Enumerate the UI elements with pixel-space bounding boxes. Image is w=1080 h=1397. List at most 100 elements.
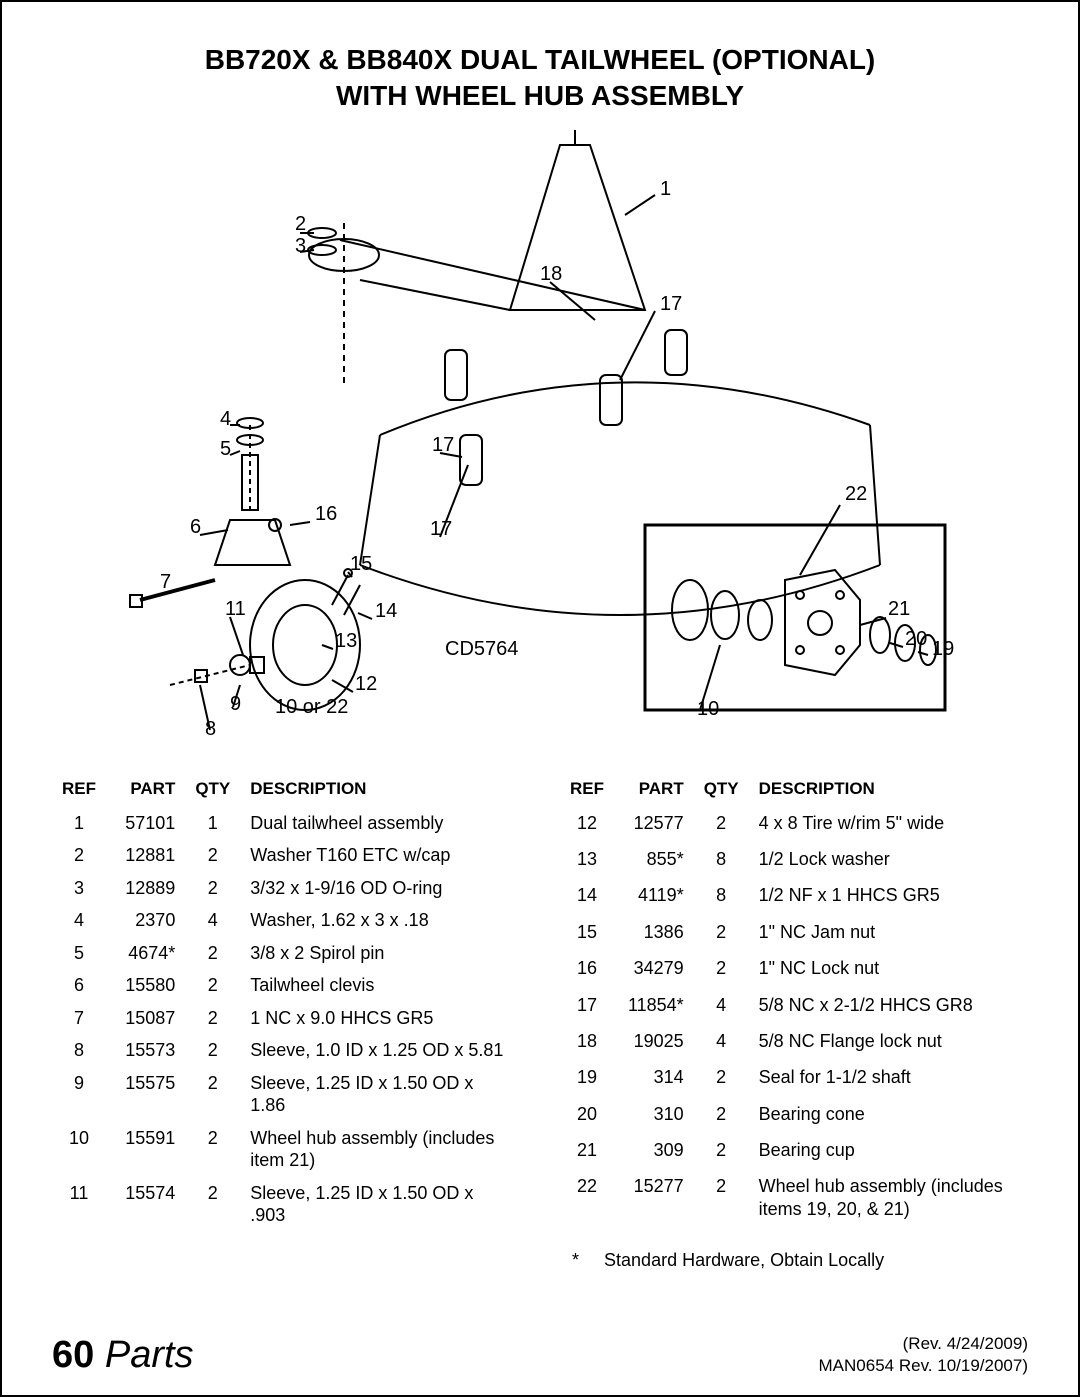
cell-part: 2370 <box>106 904 185 937</box>
cell-part: 15277 <box>614 1170 694 1232</box>
exploded-diagram: 12318174517162261771511142113201912910 o… <box>52 125 1028 765</box>
parts-tables: REF PART QTY DESCRIPTION 1571011Dual tai… <box>52 775 1028 1232</box>
cell-desc: Seal for 1-1/2 shaft <box>749 1061 1028 1097</box>
rev-date-1: (Rev. 4/24/2009) <box>819 1333 1028 1355</box>
cell-qty: 2 <box>185 1122 240 1177</box>
cell-ref: 16 <box>560 952 614 988</box>
col-qty: QTY <box>694 775 749 807</box>
cell-part: 15580 <box>106 969 185 1002</box>
cell-ref: 5 <box>52 937 106 970</box>
cell-ref: 21 <box>560 1134 614 1170</box>
cell-qty: 2 <box>185 1002 240 1035</box>
col-part: PART <box>106 775 185 807</box>
cell-ref: 12 <box>560 807 614 843</box>
cell-part: 12881 <box>106 839 185 872</box>
cell-ref: 8 <box>52 1034 106 1067</box>
callout-14: 14 <box>375 600 397 622</box>
cell-desc: Washer T160 ETC w/cap <box>240 839 520 872</box>
footer-left: 60 Parts <box>52 1334 194 1377</box>
cell-part: 855* <box>614 843 694 879</box>
callout-13: 13 <box>335 630 357 652</box>
table-row: 213092Bearing cup <box>560 1134 1028 1170</box>
cell-desc: 1/2 Lock washer <box>749 843 1028 879</box>
cell-desc: Bearing cup <box>749 1134 1028 1170</box>
page-footer: 60 Parts (Rev. 4/24/2009) MAN0654 Rev. 1… <box>52 1333 1028 1377</box>
callout-1: 1 <box>660 178 671 200</box>
table-row: 15138621" NC Jam nut <box>560 916 1028 952</box>
cell-qty: 2 <box>185 839 240 872</box>
table-row: 54674*23/8 x 2 Spirol pin <box>52 937 520 970</box>
footnote-text: Standard Hardware, Obtain Locally <box>604 1250 884 1270</box>
callout-17: 17 <box>660 293 682 315</box>
cell-part: 15087 <box>106 1002 185 1035</box>
title-line-1: BB720X & BB840X DUAL TAILWHEEL (OPTIONAL… <box>52 42 1028 78</box>
cell-part: 57101 <box>106 807 185 840</box>
cell-desc: 3/32 x 1-9/16 OD O-ring <box>240 872 520 905</box>
cell-ref: 14 <box>560 879 614 915</box>
col-ref: REF <box>52 775 106 807</box>
table-row: 11155742Sleeve, 1.25 ID x 1.50 OD x .903 <box>52 1177 520 1232</box>
drawing-id: CD5764 <box>445 638 518 660</box>
cell-ref: 3 <box>52 872 106 905</box>
cell-qty: 2 <box>694 1134 749 1170</box>
cell-ref: 6 <box>52 969 106 1002</box>
table-row: 193142Seal for 1-1/2 shaft <box>560 1061 1028 1097</box>
cell-qty: 4 <box>185 904 240 937</box>
cell-ref: 15 <box>560 916 614 952</box>
table-row: 144119*81/2 NF x 1 HHCS GR5 <box>560 879 1028 915</box>
cell-desc: 5/8 NC x 2-1/2 HHCS GR8 <box>749 989 1028 1025</box>
cell-desc: Dual tailwheel assembly <box>240 807 520 840</box>
cell-desc: Tailwheel clevis <box>240 969 520 1002</box>
cell-qty: 2 <box>694 807 749 843</box>
table-row: 163427921" NC Lock nut <box>560 952 1028 988</box>
table-row: 203102Bearing cone <box>560 1098 1028 1134</box>
page-number: 60 <box>52 1334 94 1376</box>
cell-ref: 20 <box>560 1098 614 1134</box>
cell-qty: 2 <box>185 1067 240 1122</box>
cell-qty: 2 <box>185 969 240 1002</box>
col-ref: REF <box>560 775 614 807</box>
callout-12: 12 <box>355 673 377 695</box>
page-title: BB720X & BB840X DUAL TAILWHEEL (OPTIONAL… <box>52 42 1028 115</box>
cell-ref: 11 <box>52 1177 106 1232</box>
footnote-marker: * <box>572 1250 579 1270</box>
callout-9: 9 <box>230 693 241 715</box>
cell-ref: 19 <box>560 1061 614 1097</box>
table-row: 13855*81/2 Lock washer <box>560 843 1028 879</box>
callout-2: 2 <box>295 213 306 235</box>
cell-desc: 1" NC Lock nut <box>749 952 1028 988</box>
table-row: 1571011Dual tailwheel assembly <box>52 807 520 840</box>
cell-qty: 2 <box>185 1177 240 1232</box>
table-row: 6155802Tailwheel clevis <box>52 969 520 1002</box>
table-row: 31288923/32 x 1-9/16 OD O-ring <box>52 872 520 905</box>
cell-qty: 8 <box>694 879 749 915</box>
cell-part: 4674* <box>106 937 185 970</box>
cell-ref: 18 <box>560 1025 614 1061</box>
table-row: 10155912Wheel hub assembly (includes ite… <box>52 1122 520 1177</box>
cell-qty: 8 <box>694 843 749 879</box>
cell-qty: 4 <box>694 1025 749 1061</box>
cell-ref: 1 <box>52 807 106 840</box>
footer-right: (Rev. 4/24/2009) MAN0654 Rev. 10/19/2007… <box>819 1333 1028 1377</box>
col-part: PART <box>614 775 694 807</box>
callout-19: 19 <box>932 638 954 660</box>
cell-qty: 2 <box>694 1061 749 1097</box>
section-name: Parts <box>105 1334 194 1376</box>
cell-desc: 5/8 NC Flange lock nut <box>749 1025 1028 1061</box>
footnote: * Standard Hardware, Obtain Locally <box>572 1250 1028 1271</box>
cell-qty: 1 <box>185 807 240 840</box>
cell-part: 309 <box>614 1134 694 1170</box>
callout-21: 21 <box>888 598 910 620</box>
cell-desc: 4 x 8 Tire w/rim 5" wide <box>749 807 1028 843</box>
title-line-2: WITH WHEEL HUB ASSEMBLY <box>52 78 1028 114</box>
callout-20: 20 <box>905 628 927 650</box>
cell-part: 34279 <box>614 952 694 988</box>
table-row: 71508721 NC x 9.0 HHCS GR5 <box>52 1002 520 1035</box>
table-row: 2128812Washer T160 ETC w/cap <box>52 839 520 872</box>
cell-part: 314 <box>614 1061 694 1097</box>
cell-part: 15574 <box>106 1177 185 1232</box>
cell-desc: 1 NC x 9.0 HHCS GR5 <box>240 1002 520 1035</box>
table-row: 121257724 x 8 Tire w/rim 5" wide <box>560 807 1028 843</box>
table-row: 9155752Sleeve, 1.25 ID x 1.50 OD x 1.86 <box>52 1067 520 1122</box>
cell-desc: Washer, 1.62 x 3 x .18 <box>240 904 520 937</box>
